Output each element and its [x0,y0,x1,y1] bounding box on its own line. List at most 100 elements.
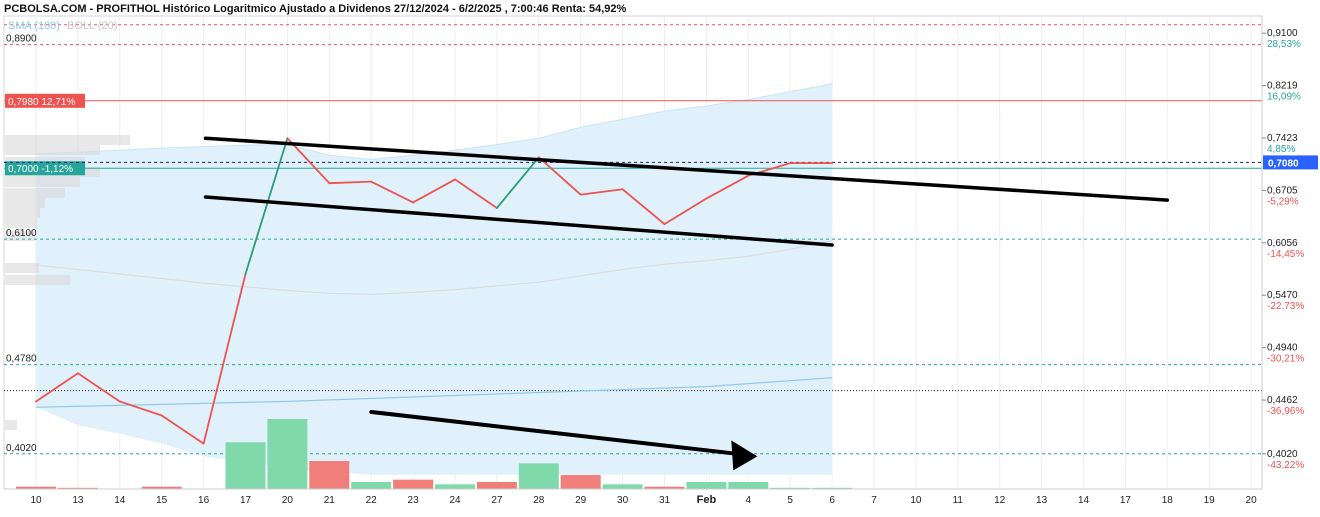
volume-profile-bar [5,218,37,228]
bollinger-band [36,83,833,475]
volume-bar [518,463,559,489]
x-axis-panel [0,489,1320,512]
volume-bar [309,461,350,489]
y-tick-pct: -43,22% [1267,460,1304,471]
level-badge [5,93,85,108]
volume-bar [16,486,56,489]
x-tick-label: 29 [575,495,587,506]
legend-boll[interactable]: BOLL (20) [67,20,118,32]
x-tick-label: 18 [1162,495,1174,506]
volume-bar [560,475,601,489]
x-tick-label: 15 [156,495,168,506]
volume-bar [728,482,769,489]
volume-bar [602,484,643,489]
indicator-legend: SMA (100) BOLL (20) [8,20,117,32]
price-segment [412,178,456,204]
y-tick-label: 0,5470 [1267,290,1298,301]
y-tick-pct: -14,45% [1267,249,1304,260]
volume-profile-bar [5,135,130,145]
trend-line[interactable] [203,136,1170,202]
volume-bar [267,419,308,489]
current-price-badge [1263,155,1318,170]
y-tick-label: 0,4020 [1267,449,1298,460]
volume-bar [351,482,392,489]
x-tick-label: 14 [114,495,126,506]
volume-profile-bar [5,275,70,285]
x-tick-label: 5 [787,495,793,506]
y-tick-pct: 16,09% [1267,92,1301,103]
y-tick-pct: -5,29% [1267,196,1299,207]
x-tick-label: 22 [366,495,378,506]
arrow-head [731,440,758,471]
x-tick-label: 4 [746,495,752,506]
arrow-shaft[interactable] [369,409,744,457]
volume-profile-bar [5,188,65,198]
y-tick-pct: -22,73% [1267,301,1304,312]
y-tick-label: 0,6705 [1267,185,1298,196]
x-tick-label: 28 [533,495,545,506]
price-segment [160,414,205,445]
y-tick-label: 0,6056 [1267,238,1298,249]
x-tick-label: 7 [871,495,877,506]
volume-bar [57,487,98,489]
price-segment [118,400,163,417]
x-tick-label: 17 [240,495,252,506]
volume-profile-bar [5,263,39,273]
x-tick-label: 12 [994,495,1006,506]
volume-profile-bar [5,208,40,218]
volume-bar [393,479,434,489]
x-tick-label: 13 [72,495,84,506]
current-price-label: 0,7080 [1268,158,1299,169]
legend-sma[interactable]: SMA (100) [8,20,60,32]
price-segment [621,188,666,226]
level-label: 0,6100 [6,228,37,239]
volume-bar [225,442,266,489]
y-tick-pct: -30,21% [1267,354,1304,365]
x-tick-label: 20 [282,495,294,506]
x-tick-label: 21 [324,495,336,506]
volume-profile-bar [5,145,100,155]
x-tick-label: 10 [910,495,922,506]
price-segment [77,372,121,403]
x-tick-label: 30 [617,495,629,506]
x-tick-label: 10 [30,495,42,506]
price-segment [35,372,79,403]
volume-bar [812,487,853,489]
price-segment [579,188,624,196]
volume-bar [644,486,685,489]
level-badge [5,161,85,176]
price-segment [454,178,498,209]
y-axis-panel [1262,16,1320,489]
volume-profile-bar [5,177,80,187]
volume-bar [435,484,475,489]
price-segment [328,180,373,185]
price-segment [202,273,247,445]
y-tick-pct: -36,96% [1267,406,1304,417]
x-tick-label: Feb [697,494,717,506]
x-tick-label: 17 [1120,495,1132,506]
y-tick-label: 0,4462 [1267,395,1298,406]
level-label: 0,7980 12,71% [8,97,75,108]
price-segment [663,197,708,226]
y-tick-label: 0,8219 [1267,81,1298,92]
price-segment [244,137,289,275]
x-tick-label: 24 [449,495,461,506]
bollinger-middle [35,240,833,295]
price-segment [370,180,415,204]
x-tick-label: 13 [1036,495,1048,506]
price-segment [537,156,582,196]
level-label: 0,4780 [6,354,37,365]
x-tick-label: 31 [659,495,671,506]
x-tick-label: 14 [1078,495,1090,506]
y-tick-pct: 28,53% [1267,39,1301,50]
sma-line [35,377,833,408]
level-label: 0,8900 [6,34,37,45]
y-tick-label: 0,9100 [1267,28,1298,39]
level-label: 0,4020 [6,443,37,454]
price-segment [705,174,750,200]
trend-line[interactable] [203,195,834,247]
volume-bar [770,487,811,489]
chart-title: PCBOLSA.COM - PROFITHOL Histórico Logari… [4,3,627,15]
